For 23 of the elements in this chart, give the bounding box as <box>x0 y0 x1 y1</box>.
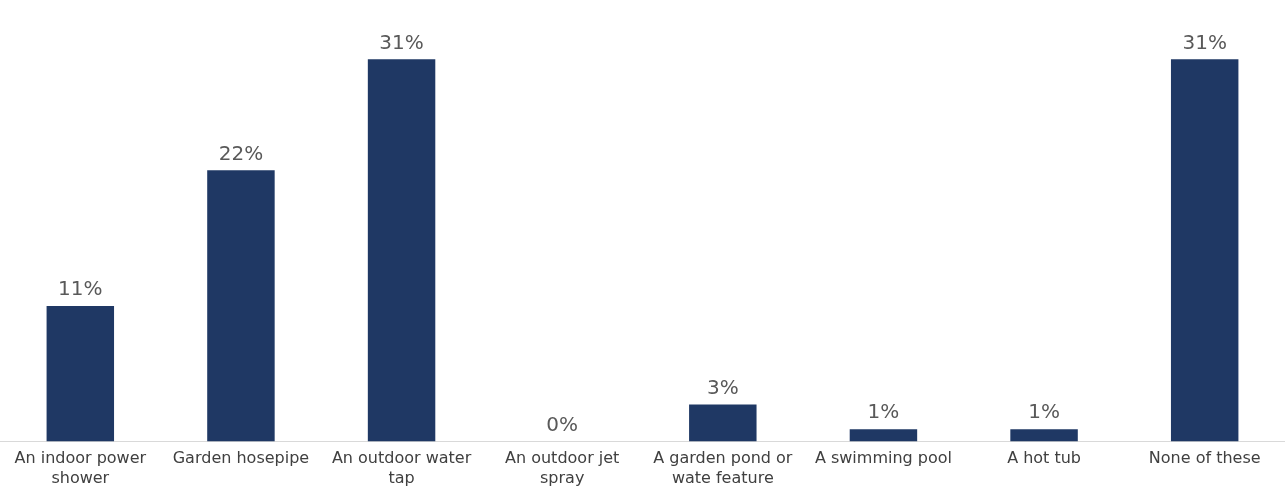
data-label: 31% <box>379 29 424 54</box>
bar <box>849 429 918 442</box>
bar <box>46 305 115 442</box>
x-tick-label: An indoor power shower <box>14 448 147 487</box>
bar <box>1170 59 1239 442</box>
x-tick-label: Garden hosepipe <box>172 448 310 468</box>
bar <box>367 59 436 442</box>
data-label: 11% <box>58 276 103 301</box>
x-tick-label: An outdoor water tap <box>331 448 472 487</box>
bar <box>689 404 757 442</box>
bar <box>1010 429 1078 442</box>
bar <box>207 170 275 442</box>
data-label: 31% <box>1182 29 1227 54</box>
data-label: 0% <box>546 411 579 436</box>
x-tick-label: A garden pond or wate feature <box>653 448 793 487</box>
data-label: 22% <box>218 140 264 165</box>
data-label: 3% <box>706 374 739 399</box>
x-tick-label: A hot tub <box>1007 448 1082 468</box>
x-tick-label: An outdoor jet spray <box>505 448 620 487</box>
data-label: 1% <box>867 399 900 424</box>
data-label: 1% <box>1028 399 1060 424</box>
x-tick-label: A swimming pool <box>814 448 952 468</box>
x-tick-label: None of these <box>1148 448 1261 468</box>
